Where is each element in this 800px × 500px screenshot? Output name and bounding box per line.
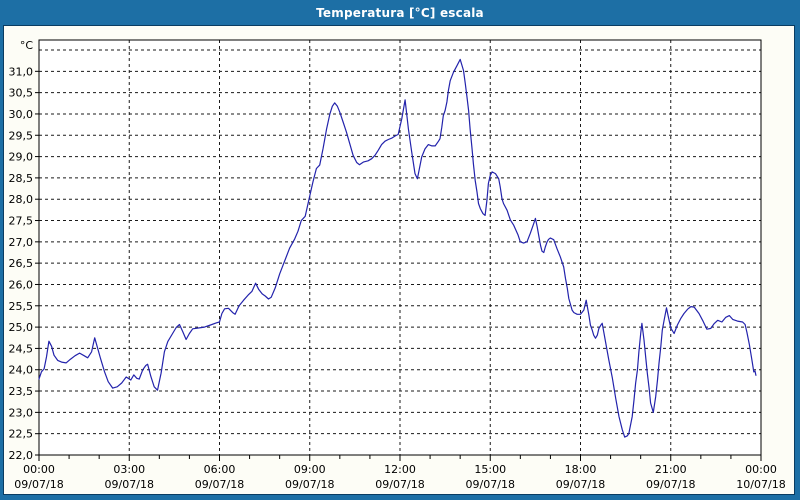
y-tick-label: 28,0: [9, 193, 34, 206]
y-tick-label: 29,5: [9, 129, 34, 142]
temperature-chart: 31,0 30,5 30,0 29,5 29,0 28,5 28,0 27,5 27,0 26,5…: [9, 39, 786, 491]
plot-area: [39, 40, 761, 455]
y-tick-label: 24,0: [9, 364, 34, 377]
y-tick-label: 23,0: [9, 406, 34, 419]
y-unit-label: °C: [20, 39, 34, 52]
x-tick-time: 00:00: [23, 463, 55, 476]
y-tick-label: 27,0: [9, 236, 34, 249]
chart-panel: 31,0 30,5 30,0 29,5 29,0 28,5 28,0 27,5 27,0 26,5…: [3, 25, 795, 495]
y-tick-label: 29,0: [9, 151, 34, 164]
titlebar: Temperatura [°C] escala: [0, 0, 800, 25]
y-tick-label: 28,5: [9, 172, 34, 185]
x-tick-date: 09/07/18: [195, 478, 244, 491]
y-tick-label: 22,0: [9, 449, 34, 462]
x-tick-time: 09:00: [294, 463, 326, 476]
y-tick-label: 25,5: [9, 300, 34, 313]
x-tick-time: 12:00: [384, 463, 416, 476]
x-tick-date: 09/07/18: [646, 478, 695, 491]
x-tick-time: 03:00: [113, 463, 145, 476]
x-tick-date: 09/07/18: [375, 478, 424, 491]
y-tick-label: 25,0: [9, 321, 34, 334]
x-tick-date: 09/07/18: [285, 478, 334, 491]
y-tick-label: 24,5: [9, 342, 34, 355]
x-tick-date: 09/07/18: [105, 478, 154, 491]
y-tick-label: 23,5: [9, 385, 34, 398]
x-tick-time: 21:00: [655, 463, 687, 476]
series-line: [38, 58, 757, 438]
y-tick-label: 26,0: [9, 278, 34, 291]
y-tick-label: 27,5: [9, 215, 34, 228]
x-tick-time: 18:00: [565, 463, 597, 476]
x-tick-date: 09/07/18: [556, 478, 605, 491]
y-tick-label: 26,5: [9, 257, 34, 270]
y-tick-label: 31,0: [9, 65, 34, 78]
y-tick-label: 30,0: [9, 108, 34, 121]
x-tick-time: 00:00: [745, 463, 777, 476]
y-tick-label: 22,5: [9, 428, 34, 441]
y-tick-label: 30,5: [9, 87, 34, 100]
x-tick-time: 06:00: [204, 463, 236, 476]
x-tick-date: 10/07/18: [736, 478, 785, 491]
chart-title: Temperatura [°C] escala: [316, 5, 484, 20]
x-tick-date: 09/07/18: [14, 478, 63, 491]
x-tick-time: 15:00: [474, 463, 506, 476]
x-tick-date: 09/07/18: [466, 478, 515, 491]
